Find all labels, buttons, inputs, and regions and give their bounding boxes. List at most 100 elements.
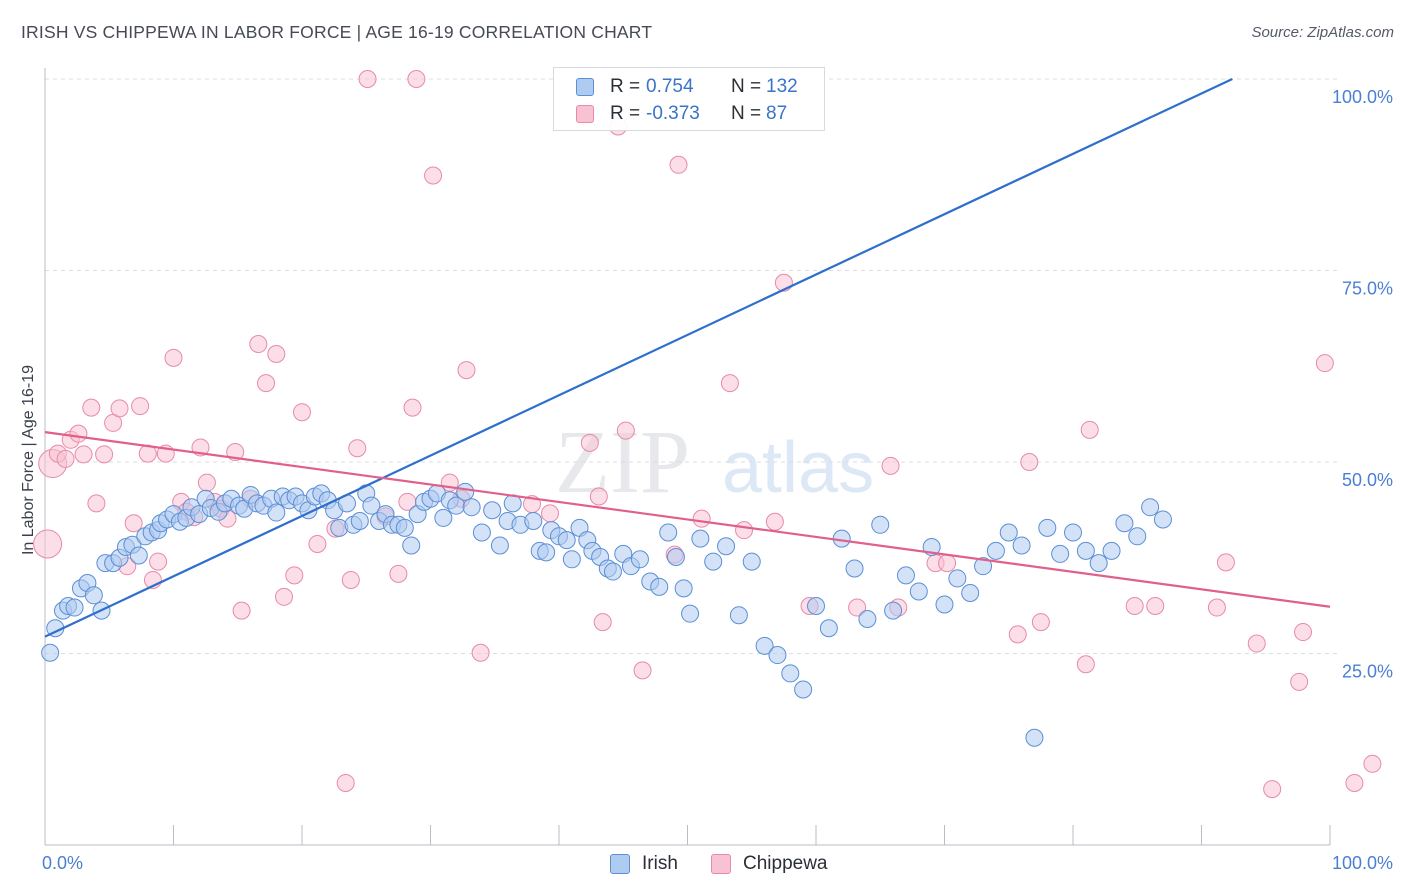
chippewa-point [95, 445, 114, 464]
irish-point [1051, 544, 1070, 563]
chippewa-point [580, 433, 599, 452]
trend-lines [44, 78, 1331, 638]
irish-point [884, 601, 903, 620]
chippewa-point [1125, 597, 1144, 616]
chippewa-point [348, 439, 367, 458]
irish-legend-label: Irish [642, 853, 678, 874]
irish-r-label: R = [610, 76, 641, 97]
y-tick-label: 75.0% [1342, 279, 1393, 299]
chippewa-point [1146, 597, 1165, 616]
irish-point [1141, 498, 1160, 517]
chippewa-point [249, 335, 268, 354]
irish-point [659, 523, 678, 542]
irish-point [650, 577, 669, 596]
chippewa-point [197, 473, 216, 492]
irish-point [1102, 541, 1121, 560]
chart-title: IRISH VS CHIPPEWA IN LABOR FORCE | AGE 1… [21, 22, 653, 42]
irish-point [267, 503, 286, 522]
x-tick-label-min: 0.0% [42, 853, 83, 873]
x-tick-label-max: 100.0% [1332, 853, 1393, 873]
chippewa-point [1031, 613, 1050, 632]
irish-point [434, 508, 453, 527]
chippewa-point [358, 70, 377, 88]
irish-point [986, 541, 1005, 560]
source-label: Source: ZipAtlas.com [1251, 24, 1394, 41]
irish-point [1153, 510, 1172, 529]
chippewa-point [593, 613, 612, 632]
chippewa-point [69, 424, 88, 443]
y-tick-label: 100.0% [1332, 87, 1393, 107]
chippewa-trend-line [44, 431, 1331, 608]
chippewa-point [403, 398, 422, 417]
irish-point [129, 546, 148, 565]
chippewa-point [407, 70, 426, 88]
chippewa-point [1216, 553, 1235, 572]
irish-point [350, 511, 369, 530]
irish-point [603, 562, 622, 581]
chippewa-swatch [576, 105, 594, 123]
irish-point [537, 543, 556, 562]
irish-point [781, 664, 800, 683]
irish-point [1089, 554, 1108, 573]
irish-point [562, 550, 581, 569]
watermark-atlas: atlas [722, 428, 874, 508]
irish-point [935, 595, 954, 614]
chippewa-point [124, 514, 143, 533]
irish-point [948, 569, 967, 588]
chippewa-point [56, 449, 75, 468]
chippewa-point [1363, 754, 1382, 773]
irish-point [666, 547, 685, 566]
chippewa-point [267, 344, 286, 363]
chippewa-point [87, 494, 106, 513]
chippewa-point [541, 504, 560, 523]
irish-point [1025, 728, 1044, 747]
irish-n-value: 132 [766, 76, 798, 97]
chippewa-point [293, 403, 311, 422]
irish-point [462, 498, 481, 517]
chippewa-point [1080, 420, 1099, 439]
chippewa-point [589, 487, 608, 506]
chippewa-point [149, 552, 168, 571]
chippewa-point [1263, 780, 1282, 799]
stats-legend: R = 0.754 N = 132 R = -0.373 N = 87 [553, 67, 825, 131]
irish-point [729, 606, 748, 625]
irish-point [1064, 523, 1082, 542]
chippewa-point [389, 564, 408, 583]
irish-point [65, 598, 84, 617]
irish-point [704, 552, 723, 571]
chippewa-point [735, 521, 754, 540]
irish-point [1038, 518, 1057, 537]
chippewa-point [275, 587, 294, 606]
y-tick-label: 25.0% [1342, 662, 1393, 682]
irish-point [1128, 527, 1147, 546]
irish-point [807, 597, 825, 616]
irish-point [674, 579, 693, 598]
irish-point [524, 511, 543, 530]
chippewa-point [33, 529, 63, 559]
chippewa-points [33, 70, 1382, 799]
irish-legend-swatch [610, 854, 630, 874]
chippewa-point [1008, 625, 1027, 644]
chippewa-point [74, 445, 93, 464]
chippewa-point [765, 512, 784, 531]
chippewa-point [1315, 354, 1334, 373]
chippewa-point [232, 601, 251, 620]
tick-labels: 25.0% 50.0% 75.0% 100.0% 0.0% 100.0% [42, 87, 1393, 873]
chippewa-point [881, 456, 900, 475]
chippewa-point [308, 534, 327, 553]
irish-points [41, 482, 1172, 747]
irish-point [742, 552, 761, 571]
irish-point [845, 559, 864, 578]
irish-point [630, 550, 649, 569]
chippewa-point [1247, 634, 1266, 653]
irish-point [794, 680, 813, 699]
chippewa-point [457, 361, 476, 380]
irish-point [557, 531, 576, 550]
chippewa-point [1076, 655, 1095, 674]
y-tick-label: 50.0% [1342, 470, 1393, 490]
chippewa-point [1020, 453, 1039, 471]
irish-swatch [576, 78, 594, 96]
chippewa-point [424, 166, 443, 185]
chippewa-point [692, 509, 711, 528]
chippewa-point [848, 598, 867, 617]
